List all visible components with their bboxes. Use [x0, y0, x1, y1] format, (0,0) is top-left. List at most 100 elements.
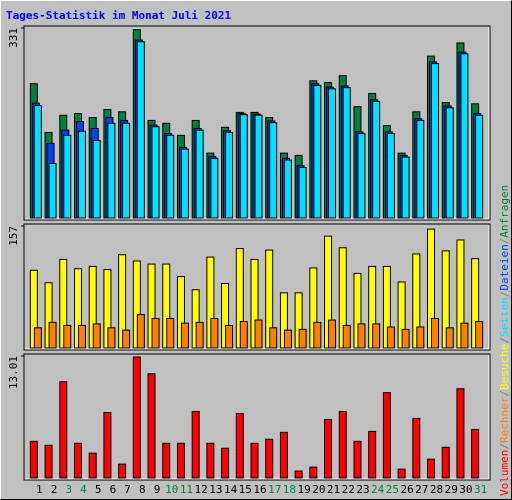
- bar: [309, 466, 318, 479]
- bar: [283, 159, 292, 219]
- bar: [269, 327, 278, 349]
- panel-highlight: [25, 27, 490, 220]
- bar: [122, 122, 131, 219]
- bar: [48, 162, 57, 219]
- bar: [460, 322, 469, 349]
- bar: [441, 446, 450, 479]
- bar: [353, 440, 362, 479]
- bar: [136, 41, 145, 219]
- x-tick-label: 4: [80, 483, 87, 496]
- x-tick-label: 6: [110, 483, 117, 496]
- bar: [48, 321, 57, 349]
- x-tick-label: 12: [195, 483, 208, 496]
- bar: [460, 53, 469, 219]
- bar: [63, 134, 72, 219]
- bar: [77, 130, 86, 219]
- x-tick-label: 16: [253, 483, 266, 496]
- x-tick-label: 19: [298, 483, 311, 496]
- bar: [103, 412, 112, 479]
- x-tick-label: 15: [239, 483, 252, 496]
- bar: [166, 317, 175, 349]
- bar: [225, 324, 234, 349]
- bar: [92, 323, 101, 349]
- x-tick-label: 3: [65, 483, 72, 496]
- bar: [342, 324, 351, 349]
- x-tick-label: 5: [95, 483, 102, 496]
- bar: [29, 440, 38, 479]
- x-tick-label: 2: [51, 483, 58, 496]
- bar: [269, 122, 278, 219]
- bar: [386, 326, 395, 349]
- bar: [401, 156, 410, 219]
- x-tick-label: 7: [124, 483, 131, 496]
- bar: [151, 126, 160, 219]
- bar: [328, 88, 337, 219]
- bar: [195, 321, 204, 349]
- bar: [416, 326, 425, 349]
- bar: [235, 412, 244, 479]
- x-tick-label: 14: [224, 483, 238, 496]
- bar: [412, 417, 421, 479]
- bar: [107, 327, 116, 349]
- bar: [471, 428, 480, 479]
- bar: [445, 107, 454, 219]
- bar: [77, 324, 86, 349]
- x-tick-label: 9: [154, 483, 161, 496]
- x-tick-label: 21: [327, 483, 340, 496]
- bar: [254, 114, 263, 219]
- bar: [298, 166, 307, 219]
- x-tick-label: 26: [400, 483, 413, 496]
- legend-entry: Seiten: [498, 297, 511, 337]
- x-tick-label: 31: [474, 483, 487, 496]
- bar: [147, 373, 156, 479]
- legend-separator: /: [498, 291, 511, 298]
- bar: [107, 122, 116, 219]
- bar: [313, 84, 322, 219]
- legend-separator: /: [498, 443, 511, 450]
- bar: [445, 327, 454, 349]
- bar: [372, 323, 381, 349]
- bar: [162, 442, 171, 479]
- y-tick-label: 331: [7, 28, 20, 48]
- x-tick-label: 27: [415, 483, 428, 496]
- x-tick-label: 1: [36, 483, 43, 496]
- bar: [416, 119, 425, 219]
- bar: [328, 319, 337, 349]
- bar: [431, 63, 440, 219]
- bar: [298, 328, 307, 349]
- x-tick-label: 22: [342, 483, 355, 496]
- bar: [427, 458, 436, 479]
- bar: [283, 329, 292, 349]
- bar: [59, 381, 68, 479]
- legend-entry: Rechner: [498, 396, 511, 443]
- legend-separator: /: [498, 390, 511, 397]
- bar: [357, 323, 366, 349]
- bar: [225, 131, 234, 219]
- x-tick-label: 30: [459, 483, 472, 496]
- bar: [33, 104, 42, 219]
- legend-separator: /: [498, 337, 511, 344]
- bar: [118, 463, 127, 479]
- legend-entry: Anfragen: [498, 185, 511, 238]
- bar: [357, 133, 366, 219]
- bar: [239, 114, 248, 219]
- x-tick-label: 24: [371, 483, 385, 496]
- bar: [368, 430, 377, 479]
- x-tick-label: 13: [209, 483, 222, 496]
- bar: [88, 452, 97, 479]
- bar: [191, 411, 200, 479]
- bar: [63, 324, 72, 349]
- bar: [265, 438, 274, 479]
- bar: [92, 140, 101, 219]
- legend-entry: Besuche: [498, 344, 511, 390]
- bar: [122, 329, 131, 349]
- x-tick-label: 8: [139, 483, 146, 496]
- bar: [195, 129, 204, 219]
- panel-highlight: [25, 355, 490, 480]
- bar: [210, 157, 219, 219]
- bar: [401, 328, 410, 349]
- bar: [136, 314, 145, 349]
- x-tick-label: 29: [445, 483, 458, 496]
- bar: [382, 392, 391, 479]
